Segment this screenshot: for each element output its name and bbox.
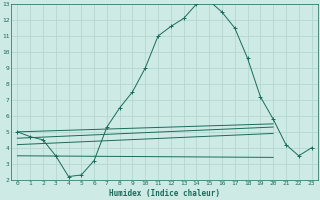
X-axis label: Humidex (Indice chaleur): Humidex (Indice chaleur) (109, 189, 220, 198)
